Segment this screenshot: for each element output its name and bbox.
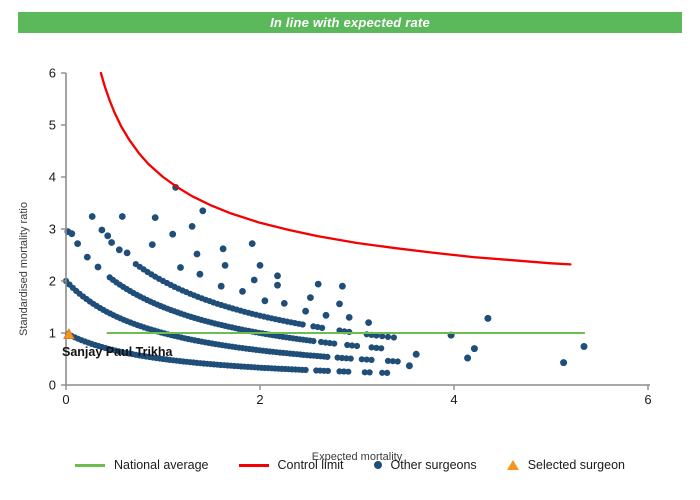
- svg-text:5: 5: [49, 118, 56, 133]
- svg-text:2: 2: [256, 392, 263, 407]
- funnel-plot-canvas: 0 1 2 3 4 5 6 0 2 4 6: [49, 66, 652, 408]
- status-banner: In line with expected rate: [18, 12, 682, 33]
- legend-label: Control limit: [277, 458, 344, 472]
- svg-text:2: 2: [49, 274, 56, 289]
- legend-item-national-average: National average: [75, 458, 209, 472]
- svg-text:1: 1: [49, 326, 56, 341]
- svg-text:4: 4: [49, 170, 56, 185]
- y-axis-title: Standardised mortality ratio: [18, 202, 30, 336]
- selected-surgeon-label: Sanjay Paul Trikha: [62, 345, 173, 359]
- status-banner-text: In line with expected rate: [270, 15, 430, 30]
- legend-label: National average: [114, 458, 209, 472]
- control-limit-line-icon: [238, 463, 269, 467]
- x-axis-title: Expected mortality: [311, 451, 403, 463]
- legend-label: Other surgeons: [390, 458, 477, 472]
- svg-text:4: 4: [450, 392, 457, 407]
- chart-legend: National average Control limit Other sur…: [0, 458, 700, 472]
- svg-text:3: 3: [49, 222, 56, 237]
- legend-item-other-surgeons: Other surgeons: [373, 458, 477, 472]
- legend-item-selected-surgeon: Selected surgeon: [506, 458, 625, 472]
- other-surgeons-dot-icon: [373, 461, 382, 469]
- svg-text:6: 6: [644, 392, 651, 407]
- funnel-plot: 0 1 2 3 4 5 6 0 2 4 6 Standardised mortality ratio…: [0, 40, 700, 464]
- legend-label: Selected surgeon: [527, 458, 625, 472]
- legend-item-control-limit: Control limit: [238, 458, 344, 472]
- svg-text:0: 0: [49, 378, 56, 393]
- national-average-line-icon: [75, 463, 105, 467]
- svg-text:6: 6: [49, 66, 56, 81]
- svg-text:0: 0: [62, 392, 69, 407]
- selected-surgeon-triangle-icon: [506, 460, 519, 470]
